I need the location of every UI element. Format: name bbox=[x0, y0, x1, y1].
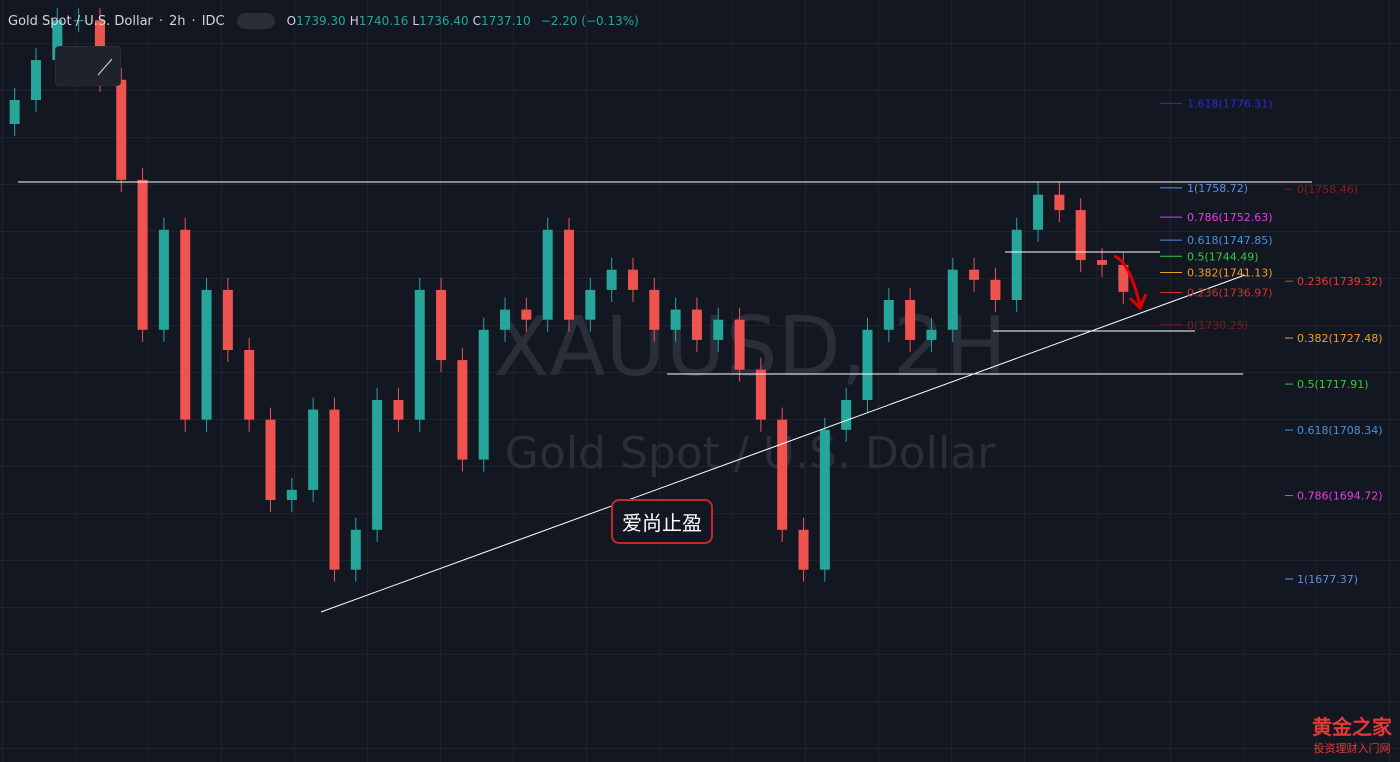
candle-body bbox=[1054, 194, 1065, 211]
candle-body bbox=[542, 229, 553, 320]
arrow bbox=[1113, 254, 1142, 307]
candle-body bbox=[798, 529, 809, 570]
candle-body bbox=[308, 409, 319, 490]
ohlc-label: H bbox=[349, 14, 359, 28]
source: IDC bbox=[201, 13, 225, 29]
candle-body bbox=[500, 309, 511, 330]
watermark-name: Gold Spot / U.S. Dollar bbox=[505, 428, 996, 479]
ohlc-value: 1737.10 bbox=[481, 14, 531, 28]
candle-body bbox=[585, 289, 596, 320]
arrow-head bbox=[1128, 293, 1148, 311]
candle-body bbox=[265, 419, 276, 500]
candle-body bbox=[862, 329, 873, 400]
candle-body bbox=[606, 269, 617, 290]
symbol: Gold Spot / U.S. Dollar bbox=[8, 13, 153, 29]
candle-body bbox=[990, 279, 1001, 300]
fib-label: 1(1758.72) bbox=[1187, 182, 1248, 195]
ohlc-value: 1736.40 bbox=[419, 14, 469, 28]
fib-label: 0.618(1747.85) bbox=[1187, 234, 1273, 247]
candle-body bbox=[222, 289, 233, 350]
interval: 2h bbox=[169, 13, 186, 29]
fib-label: 0.786(1752.63) bbox=[1187, 211, 1273, 224]
candle-body bbox=[649, 289, 660, 330]
ohlc-label: O bbox=[286, 14, 297, 28]
logo: 黄金之家 投资理财入门网 bbox=[1312, 711, 1392, 756]
candle-body bbox=[691, 309, 702, 340]
candle-body bbox=[436, 289, 447, 361]
candle-body bbox=[457, 360, 468, 460]
candle-body bbox=[286, 489, 297, 500]
header: Gold Spot / U.S. Dollar · 2h · IDC O1739.3… bbox=[8, 13, 639, 29]
candle-body bbox=[158, 229, 169, 330]
fib-label: 0(1730.25) bbox=[1187, 319, 1248, 332]
ohlc-value: 1740.16 bbox=[358, 14, 409, 28]
fib-label: 0(1758.46) bbox=[1297, 183, 1358, 196]
fib-label: 0.5(1717.91) bbox=[1297, 378, 1369, 391]
drawing-toolbar[interactable] bbox=[55, 46, 121, 86]
candle-body bbox=[244, 349, 255, 420]
toolbar-icons bbox=[97, 58, 113, 76]
candle-body bbox=[670, 309, 681, 330]
candle-body bbox=[414, 289, 425, 420]
candle-body bbox=[819, 429, 830, 570]
candle-body bbox=[1118, 264, 1129, 292]
fib-label: 1.618(1776.31) bbox=[1187, 97, 1273, 110]
logo-subtitle: 投资理财入门网 bbox=[1313, 742, 1391, 755]
candle-body bbox=[9, 99, 20, 125]
candle-body bbox=[116, 79, 127, 180]
candle-body bbox=[1097, 260, 1108, 265]
fib-label: 0.382(1727.48) bbox=[1297, 332, 1383, 345]
candle-body bbox=[777, 419, 788, 530]
status-pill[interactable] bbox=[236, 13, 275, 29]
fib-levels: 1.618(1776.31) 1(1758.72) 0.786(1752.63) 0.… bbox=[1160, 97, 1383, 586]
candle-body bbox=[926, 329, 937, 340]
candle-body bbox=[372, 399, 383, 530]
candle-body bbox=[393, 399, 404, 420]
candle-body bbox=[564, 229, 574, 320]
line-tool-icon bbox=[97, 58, 113, 76]
fib-label: 0.236(1739.32) bbox=[1297, 275, 1383, 288]
candle-body bbox=[969, 269, 980, 280]
candle-body bbox=[478, 329, 489, 460]
candle-body bbox=[201, 289, 212, 420]
candle-body bbox=[521, 309, 532, 320]
candle-body bbox=[841, 399, 852, 430]
annotation: 爱尚止盈 bbox=[611, 499, 713, 544]
ohlc-label: L bbox=[412, 14, 420, 28]
fib-label: 0.236(1736.97) bbox=[1187, 286, 1273, 299]
candle-body bbox=[734, 319, 745, 370]
fib-label: 0.5(1744.49) bbox=[1187, 250, 1259, 263]
fib-label: 1(1677.37) bbox=[1297, 573, 1358, 586]
candle-body bbox=[947, 269, 958, 330]
change: −2.20 (−0.13%) bbox=[540, 14, 639, 28]
candle-body bbox=[329, 409, 340, 570]
trendline bbox=[320, 274, 1246, 613]
candle-body bbox=[883, 299, 894, 330]
candle-body bbox=[350, 529, 361, 570]
fib-label: 0.618(1708.34) bbox=[1297, 424, 1383, 437]
ohlc-value: 1739.30 bbox=[296, 14, 346, 28]
ohlc: O1739.30 H1740.16 L1736.40 C1737.10 bbox=[287, 14, 535, 28]
candle-body bbox=[1011, 229, 1022, 300]
logo-title: 黄金之家 bbox=[1312, 715, 1392, 739]
candles bbox=[9, 8, 1129, 582]
candle-body bbox=[627, 269, 638, 290]
candle-body bbox=[30, 60, 41, 100]
candle-body bbox=[137, 179, 148, 330]
candle-body bbox=[713, 319, 724, 340]
candle-body bbox=[755, 369, 766, 420]
candle-body bbox=[1075, 210, 1086, 261]
fib-label: 0.786(1694.72) bbox=[1297, 490, 1383, 503]
candle-body bbox=[905, 299, 916, 340]
fib-label: 0.382(1741.13) bbox=[1187, 266, 1273, 279]
candle-body bbox=[73, 20, 84, 22]
candle-body bbox=[180, 229, 191, 420]
watermark-ticker: XAUUSD, 2H bbox=[493, 300, 1006, 395]
candle-body bbox=[52, 20, 63, 61]
ohlc-label: C bbox=[472, 14, 482, 28]
candle-body bbox=[1033, 194, 1044, 230]
